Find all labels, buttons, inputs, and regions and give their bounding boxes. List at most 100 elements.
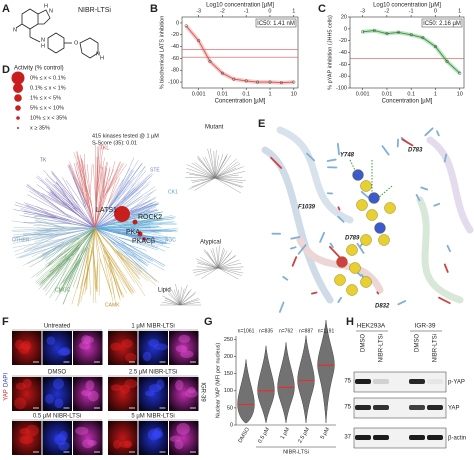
cell [154,343,168,350]
group-label: TK [40,157,47,163]
residue-label: D832 [375,304,390,310]
band [355,379,371,384]
cell [20,435,34,444]
group-label: CAMK [105,302,120,308]
subtree-branch [218,268,243,273]
cell [54,398,63,408]
ribbon [430,140,470,230]
cell-line-label: HEK293A [357,323,386,330]
x2-tick-label: -3 [196,8,201,14]
residue-stick [338,298,341,302]
band-label: YAP [448,406,460,412]
residue-stick [283,277,287,280]
panel-label: B [150,3,158,15]
band [355,405,371,410]
micrograph [108,421,138,455]
band [427,435,443,440]
atom: H [100,55,104,61]
band [409,379,425,384]
x-group-label: NIBR-LTSi [283,449,309,455]
cell [20,428,30,434]
legend-dot [12,72,25,85]
y-axis-label: Nuclear YAP (MFI per nucleus) [215,343,221,419]
residue-stick [331,244,333,248]
cell [23,379,32,389]
atom: O [74,40,79,46]
residue-label: Y748 [340,153,355,159]
legend-label: 0.1% ≤ x < 1% [30,85,66,91]
legend-label: 5% ≤ x < 10% [30,105,64,111]
cell [143,352,152,362]
y-tick-label: 0 [344,26,347,32]
cell [87,440,97,446]
legend-dot [13,83,23,93]
tree-leaf [37,176,77,210]
x2-tick-label: -1 [409,8,414,14]
x2-tick-label: -3 [360,8,365,14]
band [373,379,389,384]
residue-stick [425,128,432,135]
channel-label: YAP [4,389,10,401]
y-tick-label: 0 [230,422,233,428]
subtree-label: Lipid [158,288,171,294]
x2-tick-label: -2 [384,8,389,14]
x2-axis-label: Log10 concentration [µM] [206,3,274,9]
ligand-atom [385,203,396,214]
cell [121,339,133,348]
cell [18,343,29,354]
ligand-atom [353,170,364,181]
n-label: n=1061 [238,328,255,334]
condition-label: 2.5 µM NIBR-LTSi [129,370,177,376]
x-tick-label: DMSO [238,426,252,444]
tree-leaf [81,250,93,302]
legend-label: 10% ≤ x < 35% [30,115,67,121]
n-label: n=835 [259,328,273,334]
residue-label: F1039 [298,205,316,211]
cell [119,385,130,394]
hit-dot [133,220,138,225]
marker-label: 75 [344,405,351,411]
ligand-atom [361,277,372,288]
marker-label: 37 [344,435,351,441]
residue-stick [421,187,427,189]
panel-label: G [204,316,213,328]
band [409,435,425,440]
hit-label: PKACβ [132,238,155,245]
residue-stick [398,301,405,304]
residue-stick [320,233,324,242]
x-tick-label: 5 µM [320,426,332,440]
fit-line [186,26,294,83]
y-tick-label: -100 [336,85,347,91]
legend-dot [17,127,19,129]
group-label: STE [150,167,160,173]
x-axis-label: Concentration [µM] [215,99,266,105]
ribbon [420,200,460,300]
condition-label: 0.5 µM NIBR-LTSi [33,414,81,420]
x-tick-label: 0.001 [356,91,370,97]
residue-stick [328,160,336,161]
tree-leaf [85,266,89,294]
annotation: IC50: 1.41 nM [257,21,295,27]
residue-label: D789 [345,236,360,242]
residue-stick [445,264,448,271]
structure [16,9,98,58]
residue-stick [293,257,297,266]
panel-label: E [258,118,265,130]
y-tick-label: -60 [171,56,179,62]
group-label: OTHER [12,237,30,243]
band-label: β-actin [448,436,466,442]
x-tick-label: 1 [268,91,271,97]
residue-stick [434,204,439,206]
tree-leaf [87,164,90,195]
tree-leaf [26,206,72,223]
y-tick-label: -20 [171,32,179,38]
residue-stick [402,139,412,145]
cell [53,378,64,389]
legend-title: Activity (% control) [14,66,64,72]
confidence-band [186,26,294,83]
cell [81,390,91,396]
plot-frame [182,17,298,88]
hit-label: LATS1 [96,207,117,214]
legend-dot [14,94,22,102]
cell [86,380,95,390]
